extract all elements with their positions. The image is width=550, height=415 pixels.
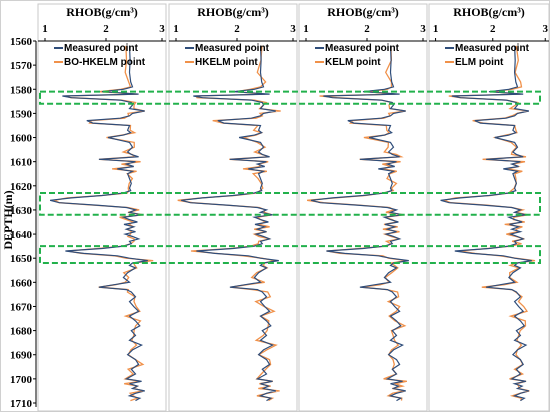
y-tick-label: 1630 xyxy=(10,205,33,217)
y-tick-label: 1610 xyxy=(10,157,33,169)
x-tick-label: 2 xyxy=(364,23,370,35)
y-tick-label: 1690 xyxy=(10,350,33,362)
panel-1 xyxy=(49,45,154,402)
y-tick-label: 1670 xyxy=(10,301,33,313)
x-tick-label: 1 xyxy=(433,23,439,35)
measured-curve xyxy=(49,45,148,402)
x-tick-label: 2 xyxy=(103,23,109,35)
legend-label-measured: Measured point xyxy=(195,43,270,54)
y-tick-label: 1700 xyxy=(10,374,33,386)
legend-label-predicted: KELM point xyxy=(325,57,381,68)
x-tick-label: 1 xyxy=(303,23,309,35)
log-curves xyxy=(49,45,536,402)
legend-label-measured: Measured point xyxy=(64,43,139,54)
panel-frame xyxy=(37,3,167,412)
y-tick-label: 1620 xyxy=(10,181,33,193)
panel-title: RHOB(g/cm³) xyxy=(197,5,269,19)
panel-frame xyxy=(428,3,550,412)
panel-title: RHOB(g/cm³) xyxy=(327,5,399,19)
highlight-box xyxy=(39,245,541,265)
panel-2 xyxy=(177,45,281,402)
panel-4 xyxy=(440,45,536,402)
measured-curve xyxy=(440,45,532,402)
y-tick-label: 1640 xyxy=(10,229,33,241)
y-tick-label: 1590 xyxy=(10,108,33,120)
panel-frame xyxy=(298,3,428,412)
measured-curve xyxy=(310,45,409,402)
panel-frame xyxy=(168,3,298,412)
y-tick-label: 1560 xyxy=(10,36,33,48)
x-tick-label: 3 xyxy=(159,23,165,35)
y-tick-label: 1570 xyxy=(10,60,33,72)
y-tick-label: 1580 xyxy=(10,84,33,96)
panel-title: RHOB(g/cm³) xyxy=(453,5,525,19)
legend-label-measured: Measured point xyxy=(455,43,530,54)
y-tick-label: 1710 xyxy=(10,398,33,410)
x-tick-label: 1 xyxy=(173,23,179,35)
legend-label-predicted: ELM point xyxy=(455,57,504,68)
chart-text: 1560 1570 1580 1590 1600 1610 1620 1630 1640 1650… xyxy=(1,5,549,410)
x-tick-label: 3 xyxy=(290,23,296,35)
legend-label-measured: Measured point xyxy=(325,43,400,54)
highlight-box xyxy=(39,90,541,105)
y-tick-label: 1600 xyxy=(10,133,33,145)
legend-label-predicted: BO-HKELM point xyxy=(64,57,146,68)
highlight-boxes xyxy=(39,90,541,265)
x-tick-label: 1 xyxy=(42,23,48,35)
y-tick-label: 1660 xyxy=(10,277,33,289)
x-tick-label: 2 xyxy=(234,23,240,35)
x-tick-label: 3 xyxy=(420,23,426,35)
legend-label-predicted: HKELM point xyxy=(195,57,258,68)
x-tick-label: 2 xyxy=(490,23,496,35)
panel-3 xyxy=(307,45,409,402)
panel-title: RHOB(g/cm³) xyxy=(66,5,138,19)
y-tick-label: 1680 xyxy=(10,326,33,338)
x-tick-label: 3 xyxy=(543,23,549,35)
measured-curve xyxy=(181,45,279,402)
y-tick-label: 1650 xyxy=(10,253,33,265)
y-axis-title: DEPTH(m) xyxy=(1,190,15,249)
